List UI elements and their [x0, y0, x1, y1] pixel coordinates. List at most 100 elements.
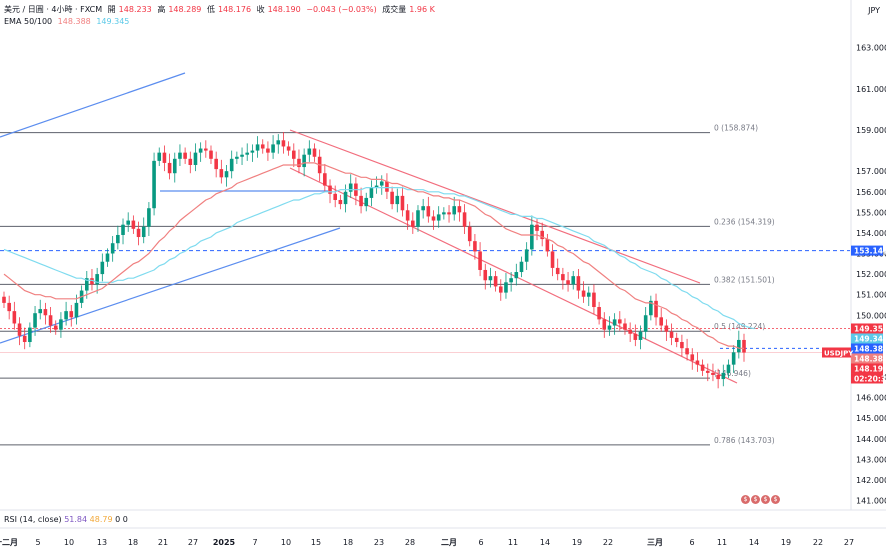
event-flag-icon[interactable]: $	[761, 495, 770, 504]
candle-body	[53, 325, 58, 330]
price-badge-label: 148.388	[854, 354, 886, 363]
candle-body	[535, 224, 539, 231]
event-icons[interactable]: $ $ $ $	[741, 494, 781, 504]
candle-body	[209, 150, 213, 159]
candle-body	[276, 140, 281, 145]
candle-body	[204, 148, 208, 151]
price-badge	[851, 343, 883, 354]
currency-label[interactable]: JPY	[868, 6, 880, 15]
candle-body	[333, 193, 337, 200]
candle-body	[12, 311, 17, 324]
candle-body	[302, 154, 306, 168]
candle-body	[421, 206, 425, 211]
x-tick-label: 11	[508, 538, 518, 547]
x-tick-label: 6	[478, 538, 483, 547]
candle-body	[348, 183, 353, 192]
symbol-title: 美元 / 日圓 · 4小時 · FXCM	[4, 5, 103, 14]
y-tick-label: 161.000	[856, 85, 886, 94]
candle-body	[716, 374, 720, 380]
x-tick-label: 19	[572, 538, 582, 547]
candle-body	[271, 144, 275, 153]
red-channel-upper	[289, 129, 701, 284]
candle-body	[680, 342, 684, 349]
candle-body	[110, 243, 115, 254]
candle-body	[116, 234, 120, 244]
x-tick-label: 10	[281, 538, 291, 547]
high-value: 148.289	[168, 5, 202, 14]
rsi-value-3: 0	[115, 515, 121, 524]
candle-body	[374, 185, 379, 188]
rsi-value-1: 51.84	[64, 515, 88, 524]
x-tick-label: 2025	[213, 538, 236, 547]
x-tick-label: 6	[689, 538, 694, 547]
candle-body	[250, 150, 255, 153]
y-tick-label: 163.000	[856, 44, 886, 53]
candle-body	[721, 372, 726, 380]
candle-body	[307, 148, 312, 155]
volume-label: 成交量	[382, 5, 407, 14]
price-badge	[851, 333, 883, 344]
candle-body	[457, 206, 462, 213]
x-tick-label: 14	[540, 538, 550, 547]
candle-body	[74, 302, 79, 318]
candle-body	[28, 327, 32, 343]
y-tick-label: 145.000	[856, 414, 886, 423]
candle-body	[685, 348, 689, 355]
candle-body	[607, 325, 612, 330]
fib-level-label: 0 (158.874)	[714, 124, 758, 133]
event-flag-icon[interactable]: $	[771, 495, 780, 504]
candle-body	[509, 278, 513, 283]
candle-body	[612, 319, 617, 326]
candle-body	[260, 144, 265, 149]
y-tick-label: 146.000	[856, 394, 886, 403]
x-tick-label: 三月	[647, 538, 663, 547]
price-badge-label: 149.357	[854, 324, 886, 333]
candle-body	[291, 150, 296, 159]
candle-body	[674, 337, 679, 343]
x-tick-label: 10	[64, 538, 74, 547]
candle-body	[100, 261, 105, 275]
candle-body	[493, 276, 498, 287]
red-channel-lower	[289, 167, 738, 384]
candle-body	[690, 354, 695, 361]
candle-body	[618, 319, 622, 324]
candle-body	[43, 309, 48, 316]
ema-legend: EMA 50/100 148.388 149.345	[4, 17, 132, 27]
rsi-label: RSI (14, close)	[4, 515, 62, 524]
candle-body	[478, 251, 482, 270]
candle-body	[90, 278, 94, 285]
candle-body	[545, 239, 550, 252]
price-badge	[851, 373, 883, 384]
x-tick-label: 15	[311, 538, 321, 547]
ema50-value: 148.388	[57, 17, 91, 26]
x-tick-label: 十二月	[0, 537, 18, 547]
candle-body	[649, 300, 653, 316]
candle-body	[48, 315, 53, 326]
candle-body	[654, 300, 658, 318]
x-tick-label: 13	[97, 538, 107, 547]
event-flag-icon[interactable]: $	[751, 495, 760, 504]
candle-body	[59, 319, 63, 330]
event-flag-icon[interactable]: $	[741, 495, 750, 504]
candle-body	[426, 206, 431, 217]
candle-body	[224, 171, 229, 178]
ema50-line	[3, 162, 745, 349]
candle-body	[659, 317, 664, 326]
candle-body	[136, 228, 141, 238]
price-badge-label: 148.389	[854, 344, 886, 353]
candle-body	[281, 140, 286, 147]
candle-body	[467, 226, 472, 242]
candle-body	[172, 158, 177, 174]
candle-body	[152, 160, 156, 209]
candle-body	[571, 276, 576, 285]
y-tick-label: 142.000	[856, 476, 886, 485]
candle-body	[488, 276, 493, 281]
candle-body	[359, 195, 363, 207]
price-badge-label: 149.345	[854, 334, 886, 343]
candle-body	[323, 173, 327, 186]
x-tick-label: 5	[35, 538, 40, 547]
candle-body	[550, 251, 555, 268]
symbol-badge	[822, 347, 851, 358]
